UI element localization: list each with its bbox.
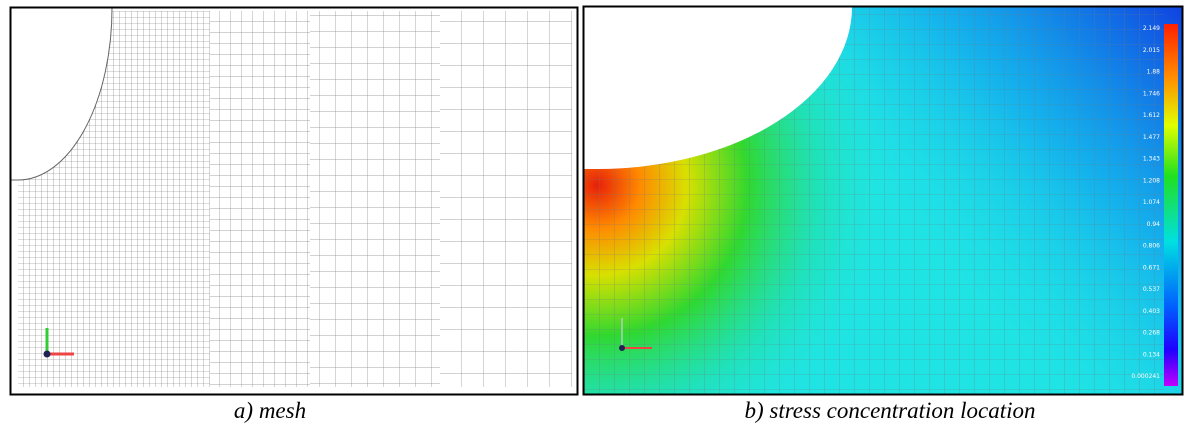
colorbar-label: 0.94	[1147, 221, 1161, 228]
colorbar-label: 1.208	[1143, 177, 1160, 184]
colorbar-label: 1.343	[1143, 156, 1160, 163]
colorbar-label: 0.806	[1143, 243, 1160, 250]
colorbar-label: 0.134	[1143, 351, 1160, 358]
colorbar-label: 0.403	[1143, 308, 1160, 315]
colorbar-label: 1.746	[1143, 90, 1160, 97]
caption: a) mesh	[234, 398, 306, 423]
colorbar-label: 1.88	[1147, 69, 1161, 76]
colorbar-label: 0.537	[1143, 286, 1160, 293]
colorbar-label: 2.015	[1143, 47, 1160, 54]
colorbar-label: 2.149	[1143, 25, 1160, 32]
colorbar-label: 0.000241	[1131, 373, 1160, 380]
colorbar-label: 1.074	[1143, 199, 1160, 206]
colorbar-label: 1.477	[1143, 134, 1160, 141]
colorbar	[1164, 24, 1178, 386]
figure: 2.149 2.015 1.88 1.746 1.612 1.477 1.343 1.208 1…	[0, 0, 1189, 427]
mesh-panel	[11, 8, 578, 395]
colorbar-label: 0.671	[1143, 264, 1160, 271]
colorbar-label: 0.268	[1143, 330, 1160, 337]
caption: b) stress concentration location	[744, 398, 1035, 423]
stress-panel: 2.149 2.015 1.88 1.746 1.612 1.477 1.343 1.208 1…	[584, 7, 1183, 395]
colorbar-label: 1.612	[1143, 112, 1160, 119]
